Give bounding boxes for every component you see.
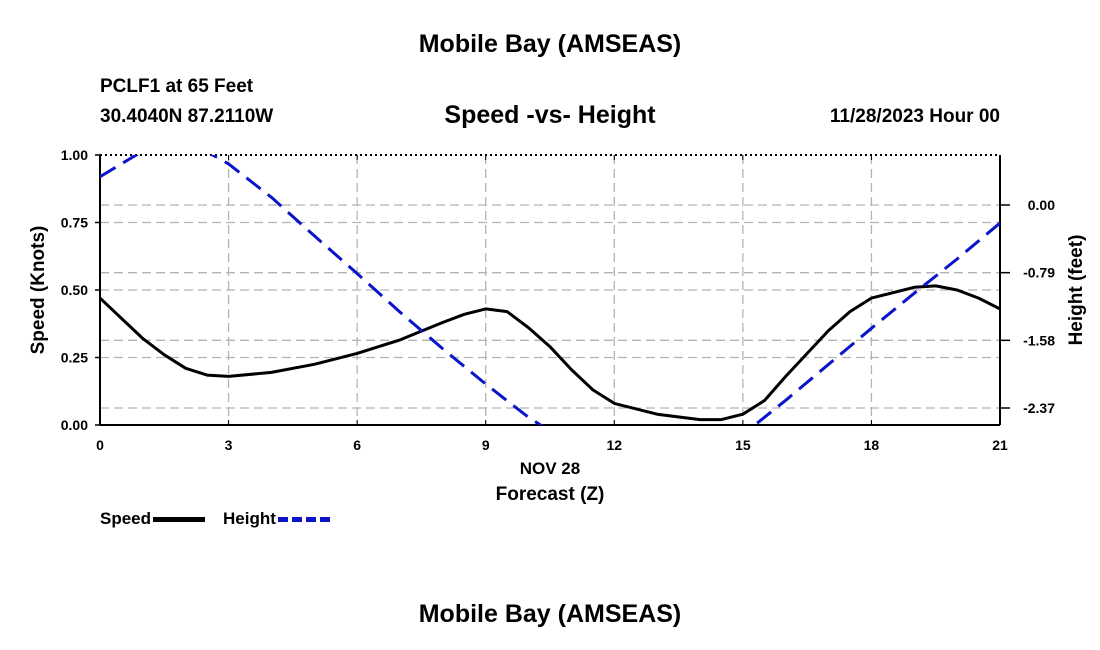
x-tick-label: 6: [353, 437, 361, 453]
chart-title: Speed -vs- Height: [444, 101, 656, 129]
station-label: PCLF1 at 65 Feet: [100, 76, 254, 97]
y2-tick-label: -1.58: [1023, 332, 1055, 348]
x-axis-title: Forecast (Z): [496, 484, 605, 505]
legend-item-speed: Speed: [100, 509, 206, 529]
legend: Speed Height: [100, 509, 348, 529]
y-tick-label: 1.00: [61, 147, 88, 163]
page-title: Mobile Bay (AMSEAS): [418, 30, 682, 58]
legend-speed-label: Speed: [100, 509, 152, 528]
y-tick-label: 0.50: [61, 282, 88, 298]
x-tick-label: 18: [864, 437, 880, 453]
x-axis-date: NOV 28: [520, 459, 580, 478]
legend-height-swatch: [277, 516, 330, 522]
y-tick-label: 0.75: [61, 215, 88, 231]
series-height-line: [100, 155, 1000, 425]
axes: [95, 154, 1010, 426]
x-tick-label: 15: [735, 437, 751, 453]
footer-title: Mobile Bay (AMSEAS): [418, 600, 682, 628]
forecast-date: 11/28/2023 Hour 00: [829, 106, 1000, 127]
y2-tick-label: -0.79: [1023, 265, 1055, 281]
y-tick-label: 0.00: [61, 417, 88, 433]
x-tick-label: 12: [606, 437, 622, 453]
axis-labels: 0 3 6 9 12 15 18 21 0.00 0.25 0.50 0.75 1.00 0.00 -0.7…: [28, 147, 1087, 505]
legend-item-height: Height: [223, 509, 330, 529]
x-tick-label: 0: [96, 437, 104, 453]
y2-tick-label: 0.00: [1028, 197, 1055, 213]
legend-height-label: Height: [223, 509, 276, 528]
y2-axis-title: Height (feet): [1066, 235, 1087, 346]
x-tick-label: 3: [225, 437, 233, 453]
coordinates-label: 30.4040N 87.2110W: [100, 106, 274, 127]
x-tick-label: 9: [482, 437, 490, 453]
grid: [100, 155, 1000, 425]
series-speed-line: [100, 284, 1000, 422]
y2-tick-label: -2.37: [1023, 400, 1055, 416]
x-tick-label: 21: [992, 437, 1008, 453]
legend-speed-swatch: [153, 516, 206, 522]
series: [100, 155, 1000, 425]
y-axis-title: Speed (Knots): [28, 226, 49, 355]
y-tick-label: 0.25: [61, 350, 88, 366]
